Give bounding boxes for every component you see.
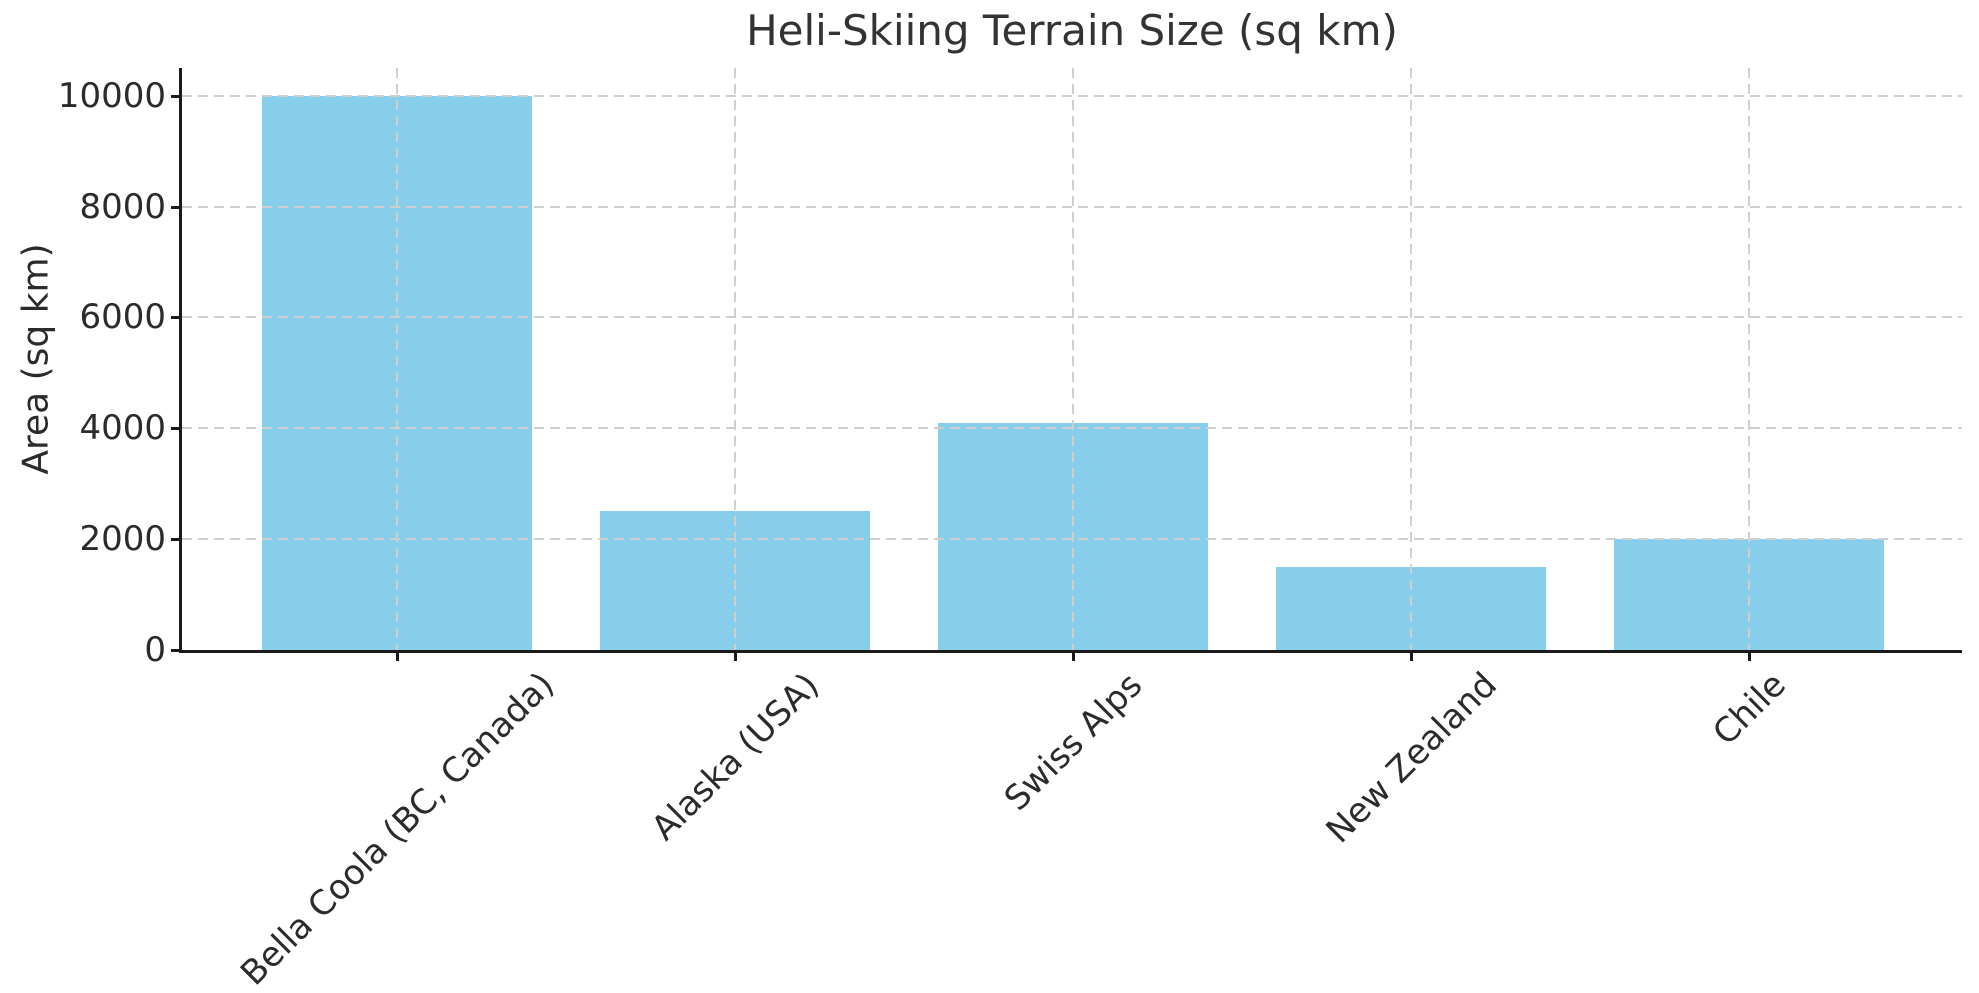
gridline-x-1 [396, 68, 398, 650]
gridline-x-3 [1072, 68, 1074, 650]
x-tick-4 [1409, 653, 1413, 661]
y-tick-label-6000: 6000 [79, 297, 166, 338]
y-tick-label-10000: 10000 [57, 75, 166, 116]
gridline-x-4 [1410, 68, 1412, 650]
x-tick-label-5: Chile [1704, 664, 1794, 754]
y-axis-spine [179, 68, 182, 653]
y-tick-label-0: 0 [144, 630, 166, 670]
gridline-x-2 [734, 68, 736, 650]
gridline-x-5 [1748, 68, 1750, 650]
y-tick-6000 [171, 316, 179, 320]
x-tick-2 [733, 653, 737, 661]
y-tick-0 [171, 649, 179, 652]
y-tick-label-8000: 8000 [79, 186, 166, 227]
x-tick-3 [1071, 653, 1075, 661]
x-tick-label-1: Bella Coola (BC, Canada) [232, 664, 562, 993]
x-tick-1 [395, 653, 399, 661]
x-tick-label-4: New Zealand [1318, 664, 1505, 852]
y-tick-4000 [171, 427, 179, 431]
x-tick-label-3: Swiss Alps [996, 664, 1150, 819]
y-tick-2000 [171, 538, 179, 542]
x-tick-5 [1747, 653, 1751, 661]
chart-title: Heli-Skiing Terrain Size (sq km) [746, 6, 1398, 55]
x-axis-spine [179, 650, 1962, 653]
y-tick-8000 [171, 205, 179, 209]
y-tick-label-2000: 2000 [79, 519, 166, 560]
y-tick-10000 [171, 94, 179, 98]
y-tick-label-4000: 4000 [79, 408, 166, 449]
x-tick-label-2: Alaska (USA) [643, 665, 827, 849]
